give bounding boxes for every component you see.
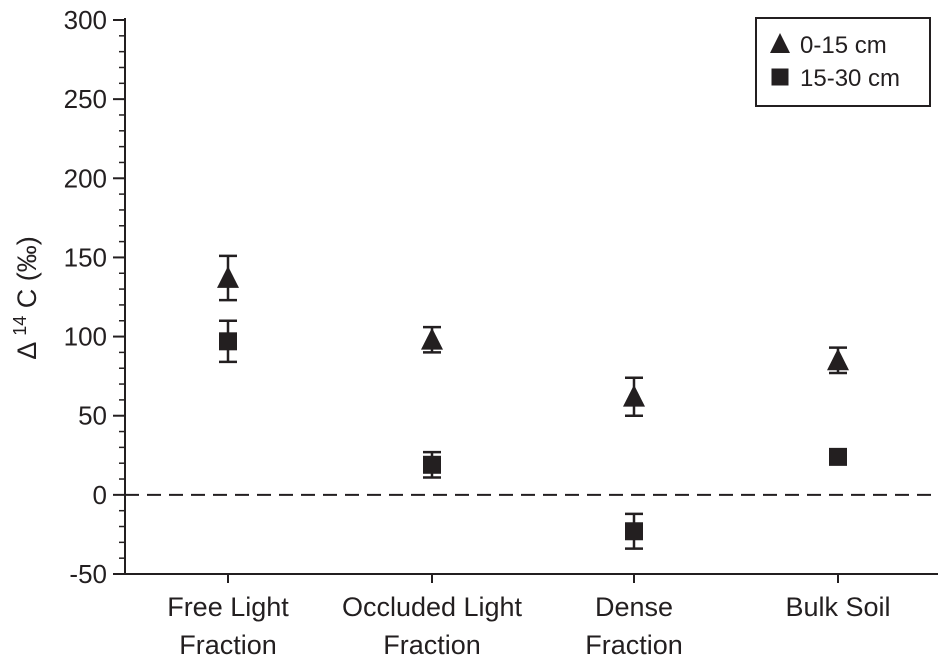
x-axis-category-labels: Free Light Fraction Occluded Light Fraction… — [167, 592, 890, 660]
legend-label: 15-30 cm — [800, 65, 900, 92]
legend-label: 0-15 cm — [800, 32, 887, 59]
y-tick-label: 250 — [64, 84, 107, 114]
x-category-label: Fraction — [383, 630, 481, 660]
x-category-label: Dense — [595, 592, 673, 622]
legend-marker-square — [771, 68, 789, 86]
data-point-triangle — [623, 384, 645, 407]
data-point-square — [423, 455, 441, 474]
data-point-square — [829, 447, 847, 466]
x-category-label: Fraction — [585, 630, 683, 660]
y-tick-label: 0 — [93, 480, 107, 510]
y-axis-label-superscript: 14 — [10, 316, 30, 336]
y-tick-label: 300 — [64, 5, 107, 35]
y-axis-label: Δ 14 C (‰) — [2, 236, 42, 360]
data-point-triangle — [827, 348, 849, 371]
y-tick-label: 150 — [64, 242, 107, 272]
x-category-label: Fraction — [179, 630, 277, 660]
axes — [124, 18, 938, 583]
legend-marker-triangle — [770, 33, 790, 53]
y-tick-label: -50 — [69, 559, 107, 589]
y-axis-ticks: -50 0 50 100 150 200 250 300 — [64, 5, 125, 589]
legend: 0-15 cm 15-30 cm — [755, 17, 931, 107]
x-category-label: Free Light — [167, 592, 289, 622]
legend-box — [755, 17, 931, 107]
legend-entries: 0-15 cm 15-30 cm — [770, 32, 900, 92]
data-point-triangle — [217, 266, 239, 288]
x-category-label: Bulk Soil — [785, 592, 890, 622]
y-tick-label: 50 — [78, 401, 107, 431]
data-point-square — [625, 522, 643, 541]
data-marks — [217, 254, 849, 550]
x-category-label: Occluded Light — [342, 592, 523, 622]
data-point-triangle — [421, 327, 443, 350]
y-tick-label: 100 — [64, 322, 107, 352]
data-point-square — [219, 332, 237, 351]
y-tick-label: 200 — [64, 163, 107, 193]
